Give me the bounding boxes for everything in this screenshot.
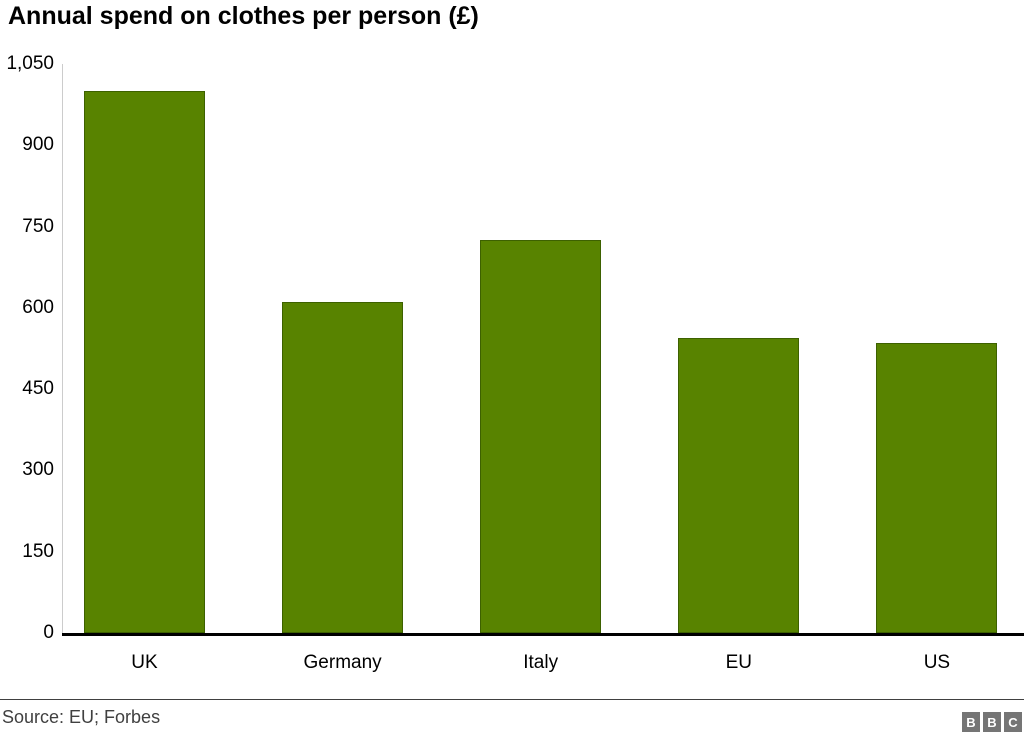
x-tick-label-uk: UK (131, 652, 158, 673)
y-axis-line (62, 64, 63, 633)
y-tick-label: 300 (22, 459, 54, 481)
bbc-logo-block-b2: B (983, 712, 1001, 732)
bar-us (876, 343, 998, 633)
x-axis-baseline (62, 633, 1024, 636)
y-tick-label: 0 (43, 622, 54, 643)
bar-eu (678, 337, 800, 633)
bbc-logo: B B C (962, 712, 1022, 732)
x-tick-label-us: US (923, 652, 951, 673)
y-tick-label: 900 (22, 134, 54, 156)
y-tick-label: 150 (22, 540, 54, 562)
bbc-logo-block-b1: B (962, 712, 980, 732)
y-tick-label: 600 (22, 296, 54, 318)
chart-title: Annual spend on clothes per person (£) (8, 2, 479, 30)
y-tick-label: 1,050 (6, 53, 54, 74)
x-tick-label-eu: EU (725, 652, 752, 673)
bbc-logo-block-c: C (1004, 712, 1022, 732)
x-tick-label-italy: Italy (523, 652, 559, 673)
source-attribution: Source: EU; Forbes (2, 707, 161, 727)
footer-divider (0, 699, 1024, 700)
bar-germany (282, 302, 404, 633)
bar-uk (84, 91, 205, 633)
x-tick-label-germany: Germany (303, 652, 382, 673)
y-tick-label: 450 (22, 378, 54, 400)
y-tick-label: 750 (22, 215, 54, 237)
bar-italy (480, 240, 602, 633)
